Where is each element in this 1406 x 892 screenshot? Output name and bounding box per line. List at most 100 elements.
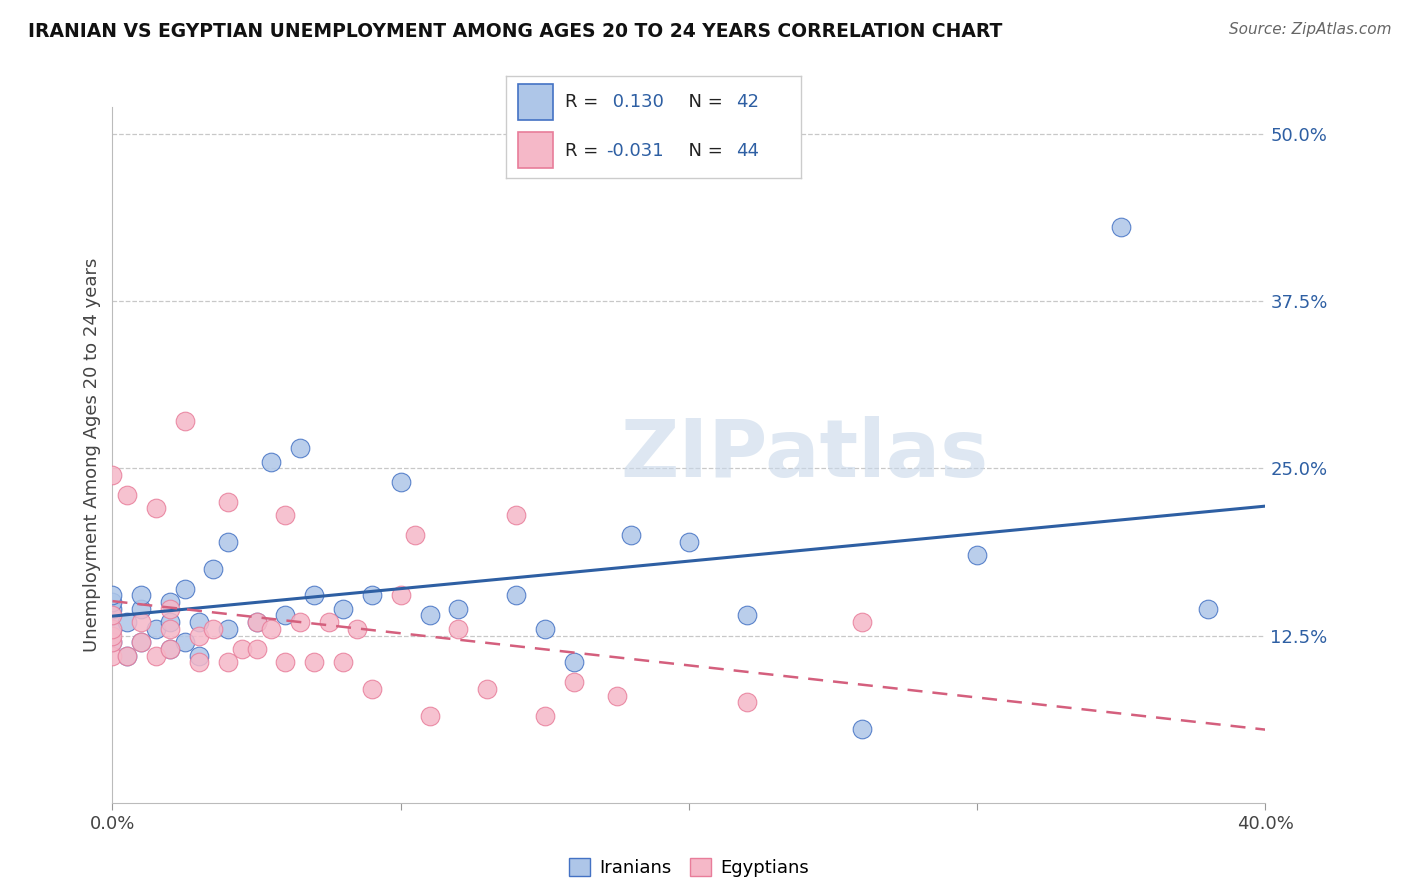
Point (245, 615, 267, 630)
Point (1111, 220, 1133, 235)
Point (101, 468, 124, 483)
Point (101, 608, 124, 623)
Point (159, 615, 181, 630)
Point (245, 642, 267, 657)
Text: N =: N = (678, 142, 728, 160)
Point (217, 622, 239, 636)
Point (188, 648, 211, 663)
Point (404, 528, 426, 542)
Point (851, 723, 873, 737)
Point (202, 622, 225, 636)
Point (145, 648, 167, 663)
Point (145, 501, 167, 516)
Point (735, 696, 758, 710)
Point (260, 622, 283, 636)
Text: 44: 44 (737, 142, 759, 160)
Point (101, 595, 124, 609)
Point (346, 622, 368, 636)
Text: 0.130: 0.130 (606, 94, 664, 112)
Point (851, 615, 873, 630)
Legend: Iranians, Egyptians: Iranians, Egyptians (561, 850, 817, 884)
Point (475, 681, 498, 696)
Point (260, 455, 283, 469)
Point (129, 602, 153, 616)
Bar (517, 84, 554, 120)
Bar (517, 132, 554, 168)
Point (159, 622, 181, 636)
Point (129, 615, 153, 630)
Point (101, 635, 124, 649)
Point (231, 642, 253, 657)
Point (360, 589, 382, 603)
Point (678, 535, 700, 549)
Point (115, 615, 138, 630)
Point (129, 589, 153, 603)
Text: R =: R = (565, 94, 605, 112)
Text: R =: R = (565, 142, 605, 160)
Point (202, 562, 225, 576)
Point (606, 689, 628, 703)
Point (562, 675, 585, 690)
Y-axis label: Unemployment Among Ages 20 to 24 years: Unemployment Among Ages 20 to 24 years (83, 258, 101, 652)
Point (101, 628, 124, 642)
Point (274, 655, 297, 669)
Point (966, 548, 988, 563)
Text: IRANIAN VS EGYPTIAN UNEMPLOYMENT AMONG AGES 20 TO 24 YEARS CORRELATION CHART: IRANIAN VS EGYPTIAN UNEMPLOYMENT AMONG A… (28, 22, 1002, 41)
Point (217, 535, 239, 549)
Point (389, 475, 412, 489)
Point (389, 589, 412, 603)
Point (620, 528, 643, 542)
Point (274, 608, 297, 623)
Point (101, 635, 124, 649)
Point (173, 635, 195, 649)
Text: ZIPatlas: ZIPatlas (620, 416, 988, 494)
Point (447, 622, 470, 636)
Point (115, 648, 138, 663)
Text: N =: N = (678, 94, 728, 112)
Point (288, 442, 311, 456)
Text: 42: 42 (737, 94, 759, 112)
Point (447, 602, 470, 616)
Point (245, 615, 267, 630)
Point (159, 602, 181, 616)
Point (129, 635, 153, 649)
Point (217, 655, 239, 669)
Point (129, 635, 153, 649)
Point (505, 589, 527, 603)
Point (304, 589, 326, 603)
Point (159, 595, 181, 609)
Text: -0.031: -0.031 (606, 142, 664, 160)
Point (217, 494, 239, 508)
Point (533, 622, 555, 636)
Point (101, 622, 124, 636)
Point (115, 488, 138, 502)
Point (159, 642, 181, 657)
Point (101, 589, 124, 603)
Point (101, 602, 124, 616)
Point (360, 681, 382, 696)
Point (419, 608, 441, 623)
Point (101, 608, 124, 623)
Point (304, 655, 326, 669)
Point (188, 655, 211, 669)
Point (318, 615, 340, 630)
Point (274, 508, 297, 523)
Point (533, 708, 555, 723)
Point (288, 615, 311, 630)
Point (419, 708, 441, 723)
Point (562, 655, 585, 669)
Point (159, 642, 181, 657)
Point (145, 622, 167, 636)
Point (115, 648, 138, 663)
Point (505, 508, 527, 523)
Point (101, 622, 124, 636)
Point (173, 582, 195, 596)
Text: Source: ZipAtlas.com: Source: ZipAtlas.com (1229, 22, 1392, 37)
Point (188, 628, 211, 642)
Point (332, 602, 354, 616)
Point (1197, 602, 1219, 616)
Point (101, 648, 124, 663)
Point (173, 415, 195, 429)
Point (188, 615, 211, 630)
Point (332, 655, 354, 669)
